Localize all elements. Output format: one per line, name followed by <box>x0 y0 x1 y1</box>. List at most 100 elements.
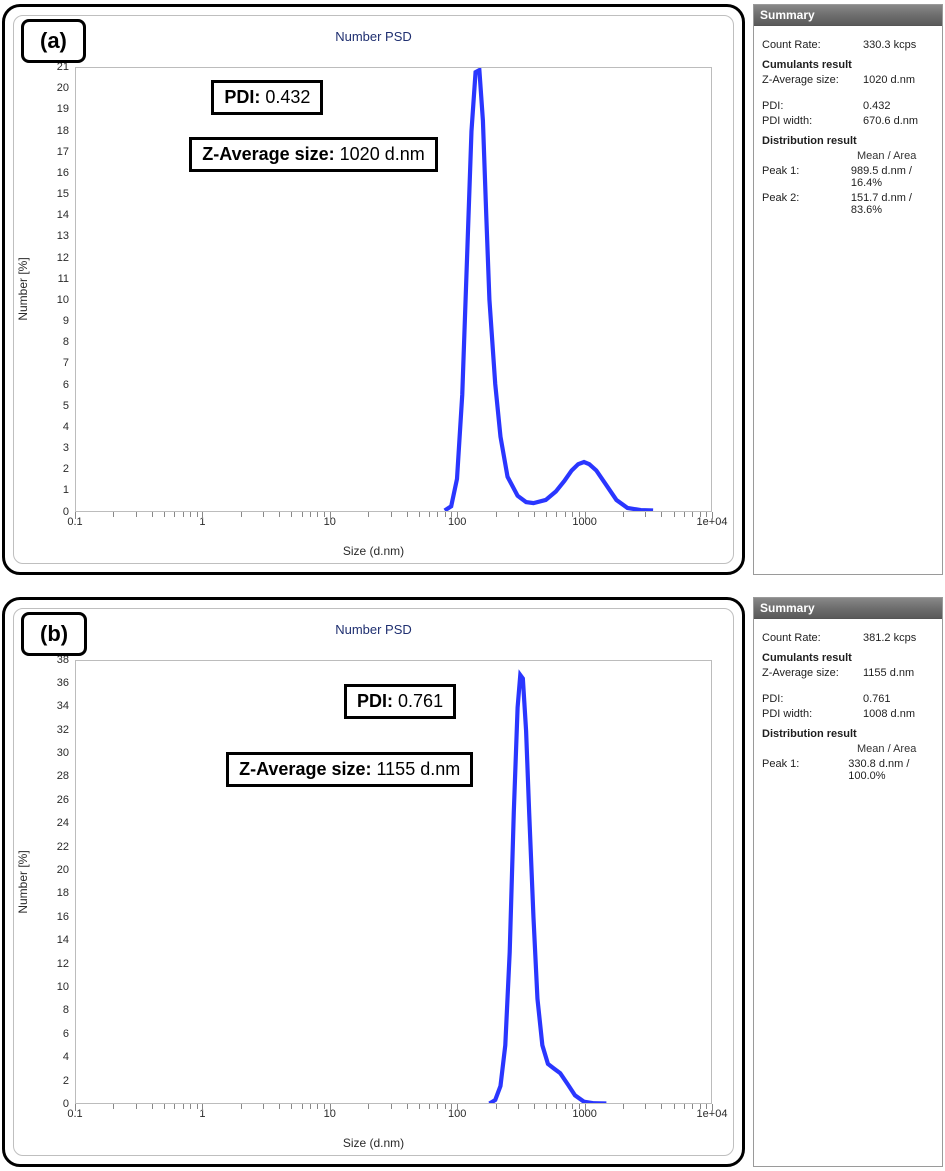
x-minor-tick <box>645 1104 646 1109</box>
y-tick: 24 <box>57 817 69 829</box>
x-minor-tick <box>692 1104 693 1109</box>
pdi-row: PDI: 0.432 <box>762 100 934 112</box>
y-tick: 11 <box>58 273 69 285</box>
chart-svg-a <box>76 68 711 511</box>
zavg-row: Z-Average size: 1155 d.nm <box>762 667 934 679</box>
x-minor-tick <box>113 1104 114 1109</box>
summary-panel-b: Summary Count Rate: 381.2 kcps Cumulants… <box>753 597 943 1168</box>
x-minor-tick <box>429 1104 430 1109</box>
summary-panel-a: Summary Count Rate: 330.3 kcps Cumulants… <box>753 4 943 575</box>
panel-label-b: (b) <box>21 612 87 656</box>
y-tick: 20 <box>57 864 69 876</box>
x-minor-tick <box>317 512 318 517</box>
y-tick: 5 <box>63 400 69 412</box>
x-minor-tick <box>546 1104 547 1109</box>
x-minor-tick <box>164 1104 165 1109</box>
x-tick-mark <box>75 512 76 519</box>
pdi-row: PDI: 0.761 <box>762 693 934 705</box>
y-tick: 10 <box>57 294 69 306</box>
y-tick: 12 <box>57 958 69 970</box>
zavg-row: Z-Average size: 1020 d.nm <box>762 74 934 86</box>
row-a: (a) Number PSD Number [%] 01234567891011… <box>2 4 943 575</box>
x-minor-tick <box>391 512 392 517</box>
x-minor-tick <box>291 1104 292 1109</box>
x-minor-tick <box>546 512 547 517</box>
x-minor-tick <box>302 1104 303 1109</box>
x-minor-tick <box>674 512 675 517</box>
y-tick: 1 <box>63 484 69 496</box>
x-minor-tick <box>579 1104 580 1109</box>
callout-value: 1020 d.nm <box>340 144 425 164</box>
y-tick: 9 <box>63 315 69 327</box>
x-minor-tick <box>445 1104 446 1109</box>
x-minor-tick <box>518 512 519 517</box>
chart-card-b: (b) Number PSD Number [%] 02468101214161… <box>2 597 745 1168</box>
y-tick: 19 <box>57 103 69 115</box>
x-minor-tick <box>419 512 420 517</box>
summary-body-a: Count Rate: 330.3 kcps Cumulants result … <box>754 26 942 574</box>
callout-label: PDI: <box>224 87 260 107</box>
plot-area-b <box>75 660 712 1105</box>
x-minor-tick <box>183 512 184 517</box>
x-minor-tick <box>700 512 701 517</box>
x-minor-tick <box>113 512 114 517</box>
peak-value: 989.5 d.nm / 16.4% <box>851 165 934 189</box>
callout-label: Z-Average size: <box>202 144 334 164</box>
y-tick: 4 <box>63 421 69 433</box>
peak-row: Peak 2:151.7 d.nm / 83.6% <box>762 192 934 216</box>
x-minor-tick <box>623 1104 624 1109</box>
y-tick: 7 <box>63 357 69 369</box>
x-minor-tick <box>174 1104 175 1109</box>
zavg-value: 1020 d.nm <box>863 74 915 86</box>
callout-value: 1155 d.nm <box>377 759 461 779</box>
y-tick: 18 <box>57 125 69 137</box>
y-tick: 6 <box>63 379 69 391</box>
y-ticks-a: 0123456789101112131415161718192021 <box>5 67 75 512</box>
count-rate-row: Count Rate: 330.3 kcps <box>762 39 934 51</box>
summary-header-b: Summary <box>754 598 942 619</box>
x-minor-tick <box>661 1104 662 1109</box>
x-minor-tick <box>706 512 707 517</box>
callout-pdi-a: PDI: 0.432 <box>211 80 323 115</box>
x-minor-tick <box>692 512 693 517</box>
x-minor-tick <box>534 512 535 517</box>
y-tick: 32 <box>57 724 69 736</box>
pdi-width-value: 1008 d.nm <box>863 708 915 720</box>
pdi-width-value: 670.6 d.nm <box>863 115 918 127</box>
y-tick: 3 <box>63 442 69 454</box>
x-minor-tick <box>451 512 452 517</box>
peak-row: Peak 1:989.5 d.nm / 16.4% <box>762 165 934 189</box>
x-tick-mark <box>585 512 586 519</box>
page: (a) Number PSD Number [%] 01234567891011… <box>0 0 945 1171</box>
x-minor-tick <box>310 1104 311 1109</box>
y-tick: 14 <box>57 934 69 946</box>
x-minor-tick <box>310 512 311 517</box>
y-tick: 6 <box>63 1028 69 1040</box>
x-minor-tick <box>429 512 430 517</box>
x-tick-mark <box>330 1104 331 1111</box>
x-minor-tick <box>291 512 292 517</box>
x-minor-tick <box>368 1104 369 1109</box>
x-minor-tick <box>241 1104 242 1109</box>
y-tick: 30 <box>57 747 69 759</box>
peak-value: 151.7 d.nm / 83.6% <box>851 192 934 216</box>
chart-line <box>489 674 606 1103</box>
cumulants-title: Cumulants result <box>762 652 934 664</box>
peak-row: Peak 1:330.8 d.nm / 100.0% <box>762 758 934 782</box>
x-minor-tick <box>437 512 438 517</box>
callout-zavg-b: Z-Average size: 1155 d.nm <box>226 752 473 787</box>
x-minor-tick <box>556 1104 557 1109</box>
zavg-value: 1155 d.nm <box>863 667 914 679</box>
x-minor-tick <box>684 1104 685 1109</box>
count-rate-label: Count Rate: <box>762 39 857 51</box>
x-tick-mark <box>585 1104 586 1111</box>
x-minor-tick <box>565 512 566 517</box>
callout-label: PDI: <box>357 691 393 711</box>
chart-card-a: (a) Number PSD Number [%] 01234567891011… <box>2 4 745 575</box>
x-minor-tick <box>451 1104 452 1109</box>
summary-body-b: Count Rate: 381.2 kcps Cumulants result … <box>754 619 942 1167</box>
pdi-width-row: PDI width: 1008 d.nm <box>762 708 934 720</box>
y-tick: 16 <box>57 911 69 923</box>
zavg-label: Z-Average size: <box>762 74 857 86</box>
y-tick: 22 <box>57 841 69 853</box>
